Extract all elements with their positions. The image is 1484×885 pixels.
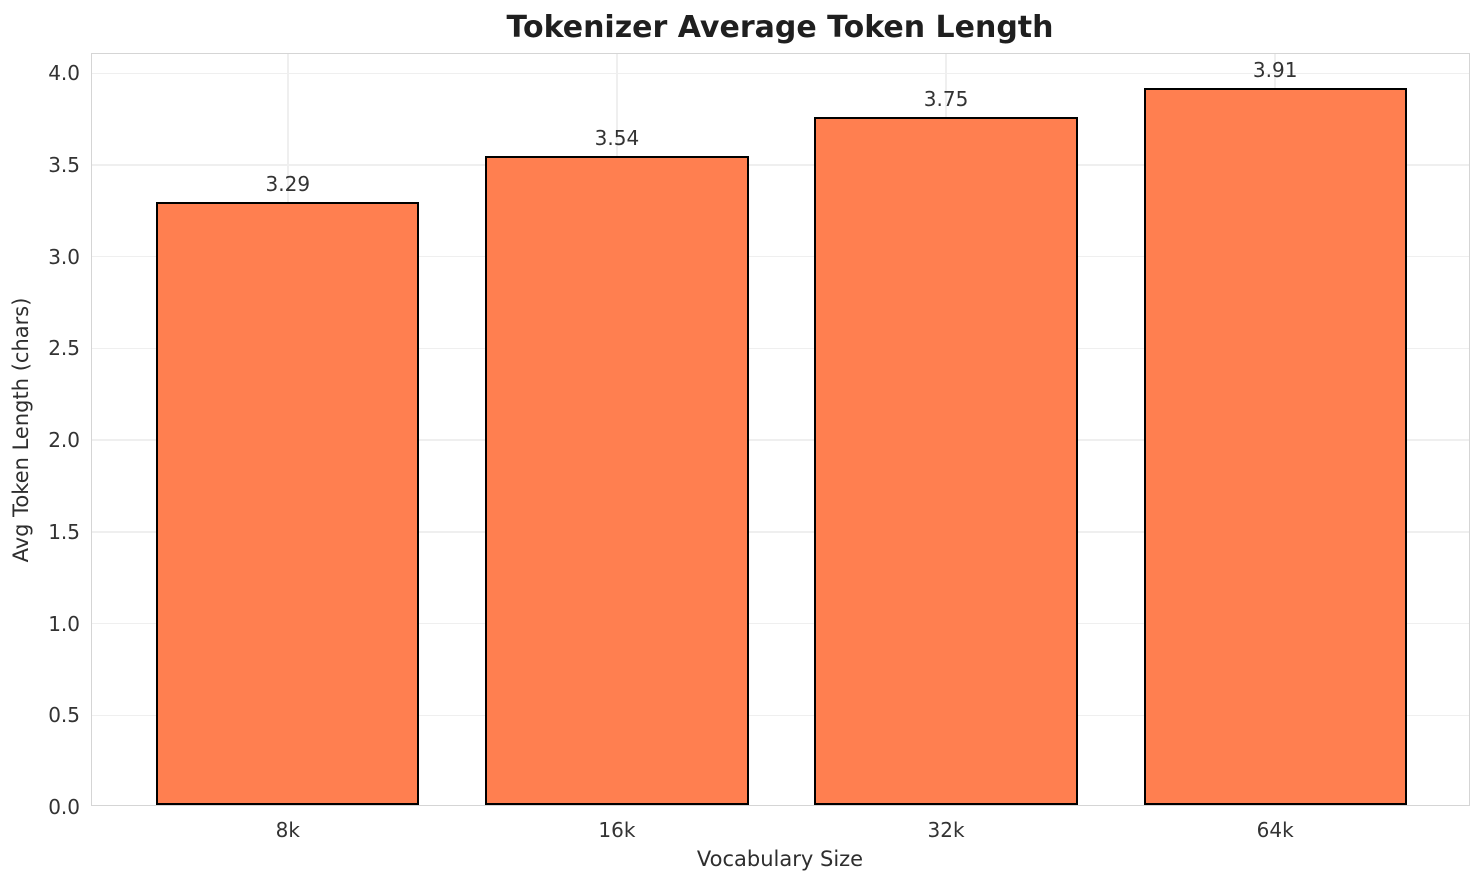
gridline-horizontal xyxy=(92,622,1469,625)
y-axis-label: Avg Token Length (chars) xyxy=(9,297,33,563)
gridline-horizontal xyxy=(92,714,1469,717)
bar-value-label: 3.54 xyxy=(594,125,640,150)
x-tick-label: 16k xyxy=(598,818,636,842)
gridline-horizontal xyxy=(92,72,1469,74)
gridline-horizontal xyxy=(92,255,1469,258)
gridline-horizontal xyxy=(92,347,1469,350)
y-tick-label: 3.5 xyxy=(48,152,80,177)
x-axis-label: Vocabulary Size xyxy=(696,847,864,871)
y-tick-label: 2.5 xyxy=(48,336,80,361)
x-tick-label: 8k xyxy=(275,818,300,842)
y-tick-label: 0.0 xyxy=(48,795,80,819)
chart-title: Tokenizer Average Token Length xyxy=(506,10,1054,45)
bar xyxy=(1143,87,1407,805)
bar xyxy=(814,117,1078,805)
gridline-horizontal xyxy=(92,531,1469,533)
y-tick-label: 1.0 xyxy=(48,611,80,636)
y-tick-label: 3.0 xyxy=(48,244,80,269)
bar-value-label: 3.29 xyxy=(265,171,311,196)
plot-area: 0.0 0.5 1.0 1.5 2.0 2.5 3.0 3.5 4.0 3.29 8k 3.54 16k… xyxy=(48,53,1470,842)
y-tick-label: 2.0 xyxy=(48,428,80,453)
y-tick-label: 0.5 xyxy=(48,703,80,728)
y-tick-label: 1.5 xyxy=(48,519,80,544)
x-tick-label: 64k xyxy=(1256,818,1294,842)
x-tick-label: 32k xyxy=(927,818,965,842)
bar xyxy=(485,155,749,805)
bar-value-label: 3.75 xyxy=(923,87,969,112)
y-tick-label: 4.0 xyxy=(48,61,80,86)
gridline-horizontal xyxy=(92,439,1469,441)
bar xyxy=(156,201,420,805)
bar-value-label: 3.91 xyxy=(1252,57,1298,82)
gridline-horizontal xyxy=(92,164,1469,166)
